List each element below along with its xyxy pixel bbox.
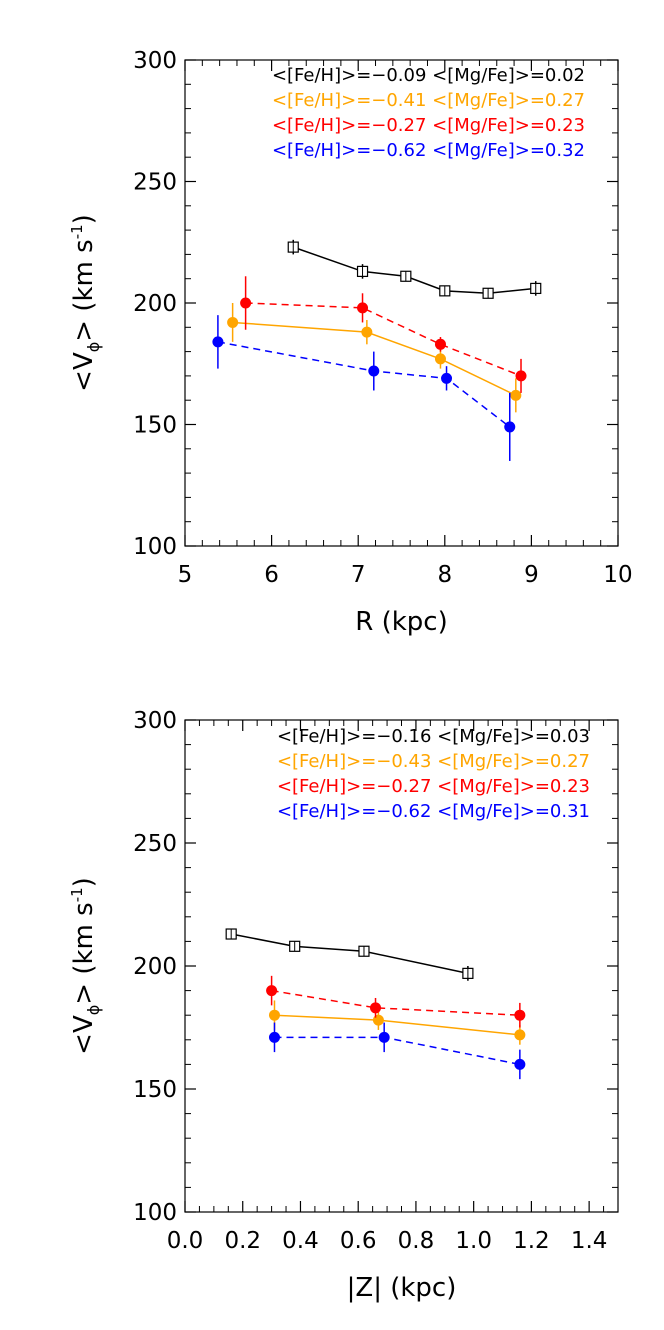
- y-tick-label: 100: [133, 534, 177, 560]
- x-axis-label: |Z| (kpc): [347, 1273, 457, 1303]
- legend-entry: <[Fe/H]>=−0.09 <[Mg/Fe]>=0.02: [272, 65, 585, 86]
- series-group: [268, 1000, 526, 1045]
- x-tick-label: 0.8: [398, 1228, 435, 1254]
- data-point: [504, 421, 516, 433]
- y-tick-label: 300: [133, 48, 177, 74]
- series-group: [227, 303, 522, 413]
- x-tick-label: 0.0: [167, 1228, 204, 1254]
- data-point: [510, 389, 522, 401]
- panel-vphi-vs-height: 0.0 0.2 0.4 0.6 0.8 1.0 1.2 1.4 100 150 200 250 300 |…: [68, 708, 619, 1303]
- data-point: [514, 1009, 526, 1021]
- data-point: [227, 316, 239, 328]
- y-tick-label: 250: [133, 831, 177, 857]
- series-line: [245, 302, 522, 377]
- x-tick-label: 6: [264, 562, 279, 588]
- legend-entry: <[Fe/H]>=−0.27 <[Mg/Fe]>=0.23: [272, 115, 585, 136]
- x-tick-label: 1.0: [455, 1228, 492, 1254]
- series-group: [240, 276, 527, 393]
- x-tick-label: 0.4: [282, 1228, 319, 1254]
- series-line: [217, 341, 511, 428]
- series-line: [231, 933, 469, 975]
- data-point: [514, 1058, 526, 1070]
- x-tick-label: 5: [178, 562, 193, 588]
- series-line: [271, 989, 520, 1016]
- x-tick-label: 7: [351, 562, 366, 588]
- legend-entry: <[Fe/H]>=−0.41 <[Mg/Fe]>=0.27: [272, 90, 585, 111]
- series-line: [232, 321, 517, 397]
- legend-entry: <[Fe/H]>=−0.62 <[Mg/Fe]>=0.32: [272, 140, 585, 161]
- x-tick-label: 1.2: [513, 1228, 550, 1254]
- series-group: [287, 239, 542, 299]
- y-tick-label: 200: [133, 291, 177, 317]
- data-point: [378, 1031, 390, 1043]
- data-point: [514, 1029, 526, 1041]
- legend-entry: <[Fe/H]>=−0.16 <[Mg/Fe]>=0.03: [277, 726, 590, 747]
- legend-entry: <[Fe/H]>=−0.62 <[Mg/Fe]>=0.31: [277, 801, 590, 822]
- y-tick-label: 100: [133, 1200, 177, 1226]
- series-line: [274, 1014, 520, 1036]
- series-group: [212, 315, 516, 461]
- series-line: [293, 246, 536, 295]
- data-point: [370, 1002, 382, 1014]
- x-axis-label: R (kpc): [355, 607, 447, 637]
- data-point: [434, 353, 446, 365]
- y-tick-label: 200: [133, 954, 177, 980]
- data-point: [212, 336, 224, 348]
- y-axis-label: <Vϕ> (km s-1): [68, 214, 103, 392]
- data-point: [357, 302, 369, 314]
- data-point: [372, 1014, 384, 1026]
- x-tick-label: 0.6: [340, 1228, 377, 1254]
- y-tick-label: 150: [133, 1077, 177, 1103]
- data-point: [441, 372, 453, 384]
- series-group: [268, 1022, 526, 1080]
- y-tick-label: 250: [133, 170, 177, 196]
- data-point: [434, 338, 446, 350]
- data-point: [268, 1009, 280, 1021]
- x-tick-label: 10: [603, 562, 632, 588]
- x-tick-label: 8: [437, 562, 452, 588]
- x-tick-label: 9: [524, 562, 539, 588]
- data-point: [361, 326, 373, 338]
- y-axis-label: <Vϕ> (km s-1): [68, 877, 103, 1055]
- y-tick-label: 300: [133, 708, 177, 734]
- y-tick-label: 150: [133, 413, 177, 439]
- data-point: [240, 297, 252, 309]
- data-point: [515, 370, 527, 382]
- legend-entry: <[Fe/H]>=−0.27 <[Mg/Fe]>=0.23: [277, 776, 590, 797]
- data-point: [368, 365, 380, 377]
- panel-vphi-vs-radius: 5 6 7 8 9 10 100 150 200 250 300 R (kpc) <Vϕ> (km s-…: [68, 48, 633, 637]
- series-group: [266, 975, 526, 1028]
- data-point: [266, 985, 278, 997]
- data-point: [268, 1031, 280, 1043]
- series-line: [274, 1036, 521, 1066]
- series-group: [225, 928, 474, 981]
- x-tick-label: 1.4: [571, 1228, 608, 1254]
- legend-entry: <[Fe/H]>=−0.43 <[Mg/Fe]>=0.27: [277, 751, 590, 772]
- x-tick-label: 0.2: [224, 1228, 261, 1254]
